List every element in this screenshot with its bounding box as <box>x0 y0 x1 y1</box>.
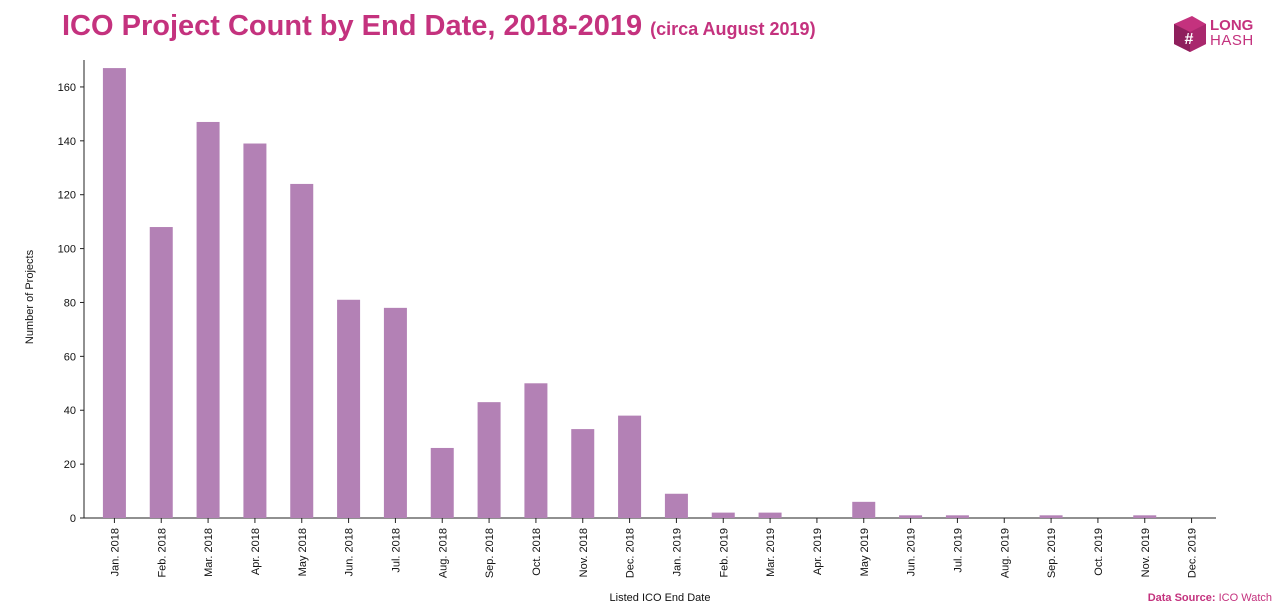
x-tick-label: Mar. 2019 <box>765 528 777 577</box>
x-tick-label: Aug. 2018 <box>437 528 449 578</box>
chart-title-row: ICO Project Count by End Date, 2018-2019… <box>62 10 816 43</box>
x-tick-label: Apr. 2019 <box>812 528 824 575</box>
x-tick-label: Feb. 2019 <box>718 528 730 578</box>
x-tick-label: Feb. 2018 <box>156 528 168 578</box>
x-tick-label: Apr. 2018 <box>250 528 262 575</box>
data-source: Data Source: ICO Watch <box>1148 592 1272 604</box>
bar <box>945 515 969 518</box>
longhash-logo: # LONG HASH <box>1170 14 1262 56</box>
x-tick-label: Jul. 2019 <box>952 528 964 573</box>
bar <box>477 402 501 518</box>
x-tick-label: Nov. 2018 <box>578 528 590 577</box>
bar <box>899 515 923 518</box>
bar <box>430 447 454 518</box>
x-tick-label: Dec. 2018 <box>625 528 637 578</box>
bar <box>290 183 314 518</box>
y-tick-label: 140 <box>58 136 76 148</box>
x-tick-label: Oct. 2019 <box>1093 528 1105 576</box>
y-tick-label: 80 <box>64 297 76 309</box>
x-tick-label: Sep. 2019 <box>1046 528 1058 578</box>
x-tick-label: Jul. 2018 <box>390 528 402 573</box>
y-axis-label: Number of Projects <box>24 249 36 345</box>
bar <box>664 493 688 518</box>
x-tick-label: Jan. 2019 <box>671 528 683 576</box>
data-source-value: ICO Watch <box>1218 592 1272 604</box>
bar <box>711 512 735 518</box>
x-axis-label: Listed ICO End Date <box>609 592 711 604</box>
bar <box>618 415 642 518</box>
longhash-logo-icon: # <box>1174 16 1206 52</box>
bar <box>243 143 267 519</box>
chart-title: ICO Project Count by End Date, 2018-2019 <box>62 10 643 42</box>
bar <box>571 429 595 518</box>
chart-subtitle: (circa August 2019) <box>650 19 816 39</box>
y-tick-label: 60 <box>64 351 76 363</box>
bar <box>852 501 876 518</box>
bar <box>337 299 361 518</box>
bar <box>149 227 173 519</box>
x-tick-label: May 2018 <box>297 528 309 576</box>
y-tick-label: 160 <box>58 82 76 94</box>
x-tick-label: Aug. 2019 <box>999 528 1011 578</box>
bar <box>383 307 407 518</box>
bar <box>758 512 782 518</box>
y-tick-label: 40 <box>64 405 76 417</box>
bar <box>196 121 220 518</box>
y-tick-label: 0 <box>70 513 76 525</box>
svg-text:#: # <box>1185 31 1194 48</box>
bar <box>1039 515 1063 518</box>
x-tick-label: Dec. 2019 <box>1187 528 1199 578</box>
x-tick-label: Jan. 2018 <box>109 528 121 576</box>
y-tick-label: 100 <box>58 244 76 256</box>
x-tick-label: Jun. 2019 <box>906 528 918 576</box>
data-source-label: Data Source: <box>1147 592 1216 604</box>
logo-text-long: LONG <box>1210 17 1254 34</box>
logo-text-hash: HASH <box>1210 32 1254 49</box>
x-tick-label: Mar. 2018 <box>203 528 215 577</box>
x-tick-label: May 2019 <box>859 528 871 576</box>
x-tick-label: Oct. 2018 <box>531 528 543 576</box>
y-tick-label: 120 <box>58 190 76 202</box>
x-tick-label: Nov. 2019 <box>1140 528 1152 577</box>
bar <box>524 383 548 518</box>
bar <box>102 68 126 519</box>
bar <box>1133 515 1157 518</box>
x-tick-label: Jun. 2018 <box>344 528 356 576</box>
y-tick-label: 20 <box>64 459 76 471</box>
x-tick-label: Sep. 2018 <box>484 528 496 578</box>
